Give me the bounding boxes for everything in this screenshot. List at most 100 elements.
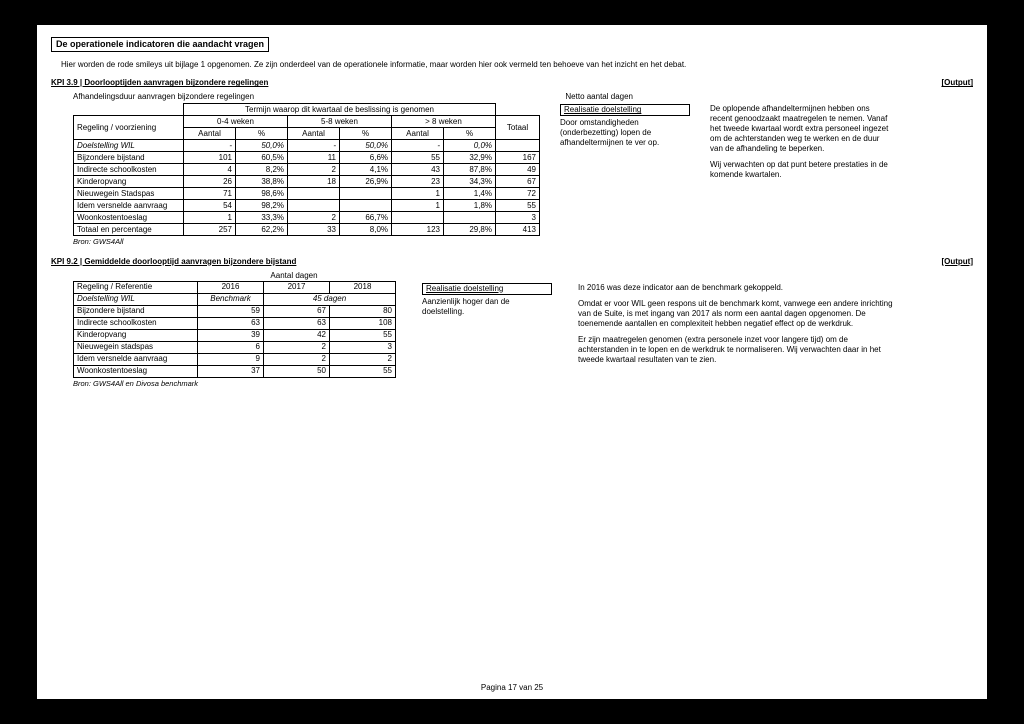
cell: 9 — [198, 353, 264, 365]
cell: 26,9% — [340, 176, 392, 188]
cell — [340, 188, 392, 200]
kpi2-label: KPI 9.2 | Gemiddelde doorlooptijd aanvra… — [51, 257, 296, 267]
cell: 1 — [184, 212, 236, 224]
cell: 67 — [264, 305, 330, 317]
kpi1-label: KPI 3.9 | Doorlooptijden aanvragen bijzo… — [51, 78, 268, 88]
cell: 2 — [288, 212, 340, 224]
kpi1-g2: 5-8 weken — [288, 116, 392, 128]
cell: 98,6% — [236, 188, 288, 200]
table-row: Woonkostentoeslag375055 — [74, 365, 396, 377]
cell: 32,9% — [444, 152, 496, 164]
table-row: Regeling / Referentie 2016 2017 2018 — [74, 281, 396, 293]
table-row: Idem versnelde aanvraag922 — [74, 353, 396, 365]
cell — [392, 212, 444, 224]
row-label: Nieuwegein Stadspas — [74, 188, 184, 200]
kpi2-section: Aantal dagen Regeling / Referentie 2016 … — [73, 271, 973, 388]
cell: 62,2% — [236, 224, 288, 236]
cell: 33 — [288, 224, 340, 236]
cell: - — [184, 140, 236, 152]
cell: 63 — [198, 317, 264, 329]
kpi2-y2: 2017 — [264, 281, 330, 293]
cell: Benchmark — [198, 293, 264, 305]
cell: 29,8% — [444, 224, 496, 236]
cell: 33,3% — [236, 212, 288, 224]
cell: 11 — [288, 152, 340, 164]
col-aantal: Aantal — [184, 128, 236, 140]
table-row: Bijzondere bijstand596780 — [74, 305, 396, 317]
cell: 101 — [184, 152, 236, 164]
kpi2-caption: Aantal dagen — [73, 271, 391, 281]
cell: 257 — [184, 224, 236, 236]
row-label: Idem versnelde aanvraag — [74, 200, 184, 212]
cell: 1,8% — [444, 200, 496, 212]
kpi2-rowlabel-header: Regeling / Referentie — [74, 281, 198, 293]
cell: 8,0% — [340, 224, 392, 236]
cell: 66,7% — [340, 212, 392, 224]
col-aantal: Aantal — [392, 128, 444, 140]
cell: 43 — [392, 164, 444, 176]
cell: 55 — [330, 329, 396, 341]
kpi2-realisatie-body: Aanzienlijk hoger dan de doelstelling. — [422, 297, 552, 317]
cell: 167 — [496, 152, 540, 164]
cell: 63 — [264, 317, 330, 329]
cell: 55 — [392, 152, 444, 164]
kpi1-header-line: KPI 3.9 | Doorlooptijden aanvragen bijzo… — [51, 78, 973, 88]
kpi1-output: [Output] — [941, 78, 973, 88]
cell: 2 — [330, 353, 396, 365]
cell: 87,8% — [444, 164, 496, 176]
cell: 1 — [392, 188, 444, 200]
row-label: Idem versnelde aanvraag — [74, 353, 198, 365]
cell: 2 — [264, 341, 330, 353]
kpi1-table: Termijn waarop dit kwartaal de beslissin… — [73, 103, 540, 236]
row-label: Bijzondere bijstand — [74, 152, 184, 164]
col-aantal: Aantal — [288, 128, 340, 140]
kpi2-header-line: KPI 9.2 | Gemiddelde doorlooptijd aanvra… — [51, 257, 973, 267]
cell: - — [392, 140, 444, 152]
cell: 2 — [264, 353, 330, 365]
page-footer: Pagina 17 van 25 — [37, 683, 987, 693]
kpi2-comment-p2: Omdat er voor WIL geen respons uit de be… — [578, 299, 898, 329]
cell: 108 — [330, 317, 396, 329]
row-label: Doelstelling WIL — [74, 140, 184, 152]
kpi2-realisatie: Realisatie doelstelling Aanzienlijk hoge… — [422, 283, 552, 317]
table-row: Termijn waarop dit kwartaal de beslissin… — [74, 104, 540, 116]
cell: 49 — [496, 164, 540, 176]
intro-text: Hier worden de rode smileys uit bijlage … — [61, 60, 973, 70]
col-pct: % — [444, 128, 496, 140]
cell: 59 — [198, 305, 264, 317]
cell: 45 dagen — [264, 293, 396, 305]
cell: 1,4% — [444, 188, 496, 200]
cell: 67 — [496, 176, 540, 188]
cell: 6,6% — [340, 152, 392, 164]
cell: 39 — [198, 329, 264, 341]
row-label: Nieuwegein stadspas — [74, 341, 198, 353]
cell: 37 — [198, 365, 264, 377]
cell — [496, 140, 540, 152]
table-row: Bijzondere bijstand10160,5%116,6%5532,9%… — [74, 152, 540, 164]
kpi2-table: Regeling / Referentie 2016 2017 2018 Doe… — [73, 281, 396, 378]
kpi1-table-wrap: Termijn waarop dit kwartaal de beslissin… — [73, 103, 540, 246]
cell: 4,1% — [340, 164, 392, 176]
row-label: Indirecte schoolkosten — [74, 317, 198, 329]
kpi1-span-header: Termijn waarop dit kwartaal de beslissin… — [184, 104, 496, 116]
cell: 413 — [496, 224, 540, 236]
kpi2-y3: 2018 — [330, 281, 396, 293]
table-row: Regeling / voorziening 0-4 weken 5-8 wek… — [74, 116, 540, 128]
cell: 50,0% — [340, 140, 392, 152]
table-row: Indirecte schoolkosten6363108 — [74, 317, 396, 329]
cell: 38,8% — [236, 176, 288, 188]
cell: 1 — [392, 200, 444, 212]
cell: 42 — [264, 329, 330, 341]
row-label: Bijzondere bijstand — [74, 305, 198, 317]
table-row: Kinderopvang2638,8%1826,9%2334,3%67 — [74, 176, 540, 188]
cell: 0,0% — [444, 140, 496, 152]
kpi2-output: [Output] — [941, 257, 973, 267]
cell: 72 — [496, 188, 540, 200]
cell — [444, 212, 496, 224]
kpi1-realisatie-body: Door omstandigheden (onderbezetting) lop… — [560, 118, 690, 148]
cell: 34,3% — [444, 176, 496, 188]
cell: 23 — [392, 176, 444, 188]
table-row: Nieuwegein Stadspas7198,6%11,4%72 — [74, 188, 540, 200]
cell: 8,2% — [236, 164, 288, 176]
kpi1-caption-right: Netto aantal dagen — [565, 92, 633, 103]
